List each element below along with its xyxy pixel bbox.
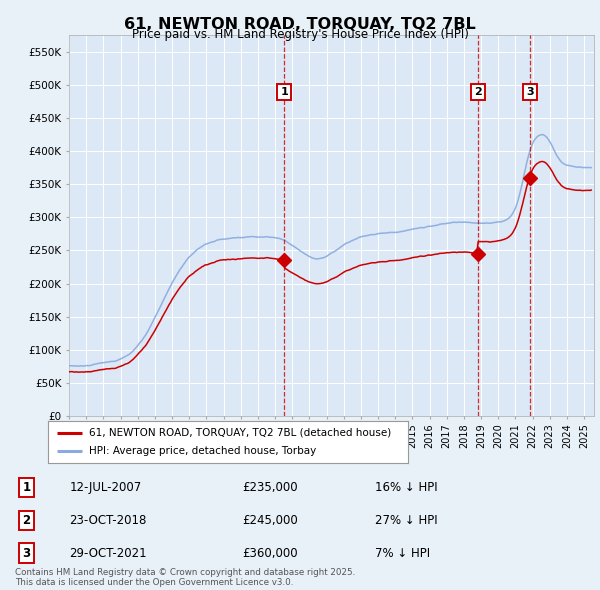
Text: HPI: Average price, detached house, Torbay: HPI: Average price, detached house, Torb… — [89, 446, 317, 456]
Text: 1: 1 — [22, 481, 31, 494]
Text: 3: 3 — [526, 87, 533, 97]
Text: 7% ↓ HPI: 7% ↓ HPI — [375, 547, 430, 560]
Text: 1: 1 — [280, 87, 288, 97]
Text: 2: 2 — [474, 87, 482, 97]
Text: £245,000: £245,000 — [242, 514, 298, 527]
Text: 29-OCT-2021: 29-OCT-2021 — [70, 547, 147, 560]
Text: Price paid vs. HM Land Registry's House Price Index (HPI): Price paid vs. HM Land Registry's House … — [131, 28, 469, 41]
Text: 23-OCT-2018: 23-OCT-2018 — [70, 514, 147, 527]
Text: Contains HM Land Registry data © Crown copyright and database right 2025.
This d: Contains HM Land Registry data © Crown c… — [15, 568, 355, 587]
Text: 3: 3 — [22, 547, 31, 560]
Text: £360,000: £360,000 — [242, 547, 298, 560]
Text: 27% ↓ HPI: 27% ↓ HPI — [375, 514, 437, 527]
Text: 61, NEWTON ROAD, TORQUAY, TQ2 7BL (detached house): 61, NEWTON ROAD, TORQUAY, TQ2 7BL (detac… — [89, 428, 392, 438]
Text: £235,000: £235,000 — [242, 481, 298, 494]
Text: 16% ↓ HPI: 16% ↓ HPI — [375, 481, 437, 494]
Text: 12-JUL-2007: 12-JUL-2007 — [70, 481, 142, 494]
Text: 2: 2 — [22, 514, 31, 527]
Text: 61, NEWTON ROAD, TORQUAY, TQ2 7BL: 61, NEWTON ROAD, TORQUAY, TQ2 7BL — [124, 17, 476, 31]
